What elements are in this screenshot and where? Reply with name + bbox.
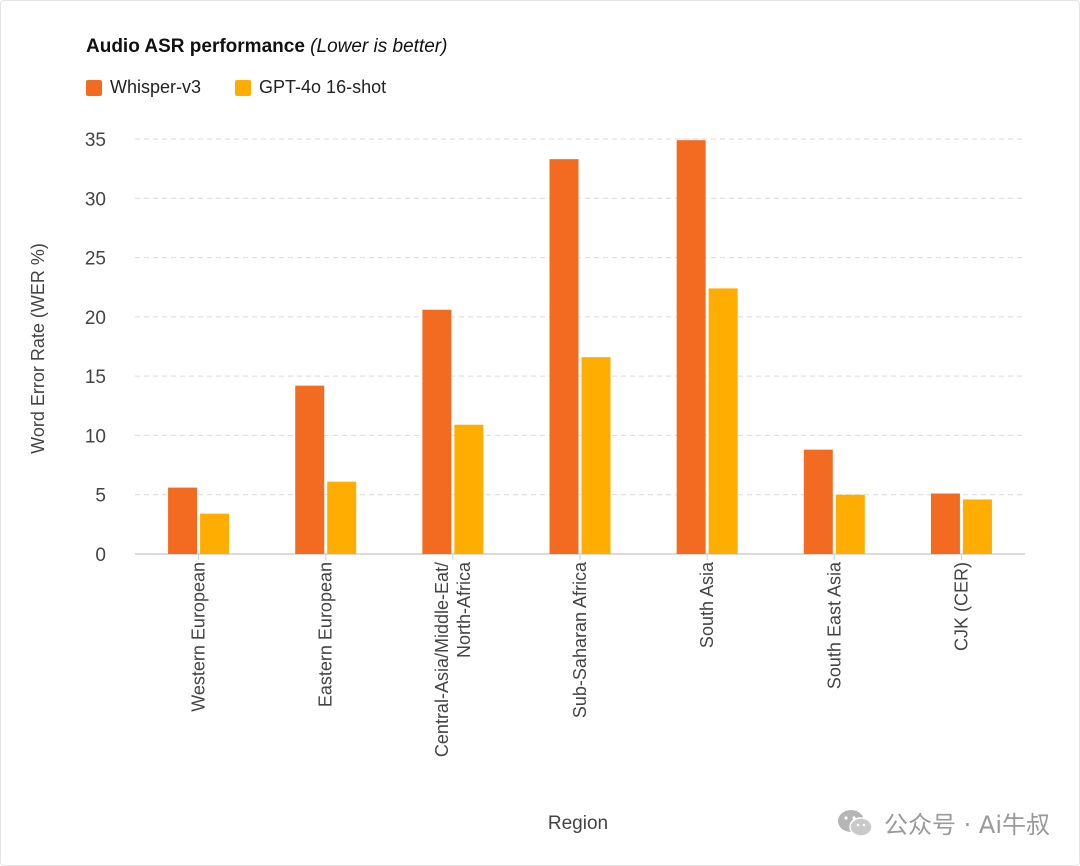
bar-whisper: [803, 449, 833, 554]
y-tick-label: 0: [95, 545, 106, 566]
chart-legend: Whisper-v3 GPT-4o 16-shot: [86, 77, 420, 98]
bar-gpt4o: [581, 357, 611, 554]
bar-whisper: [295, 385, 325, 554]
y-tick-label: 10: [85, 426, 106, 447]
y-tick-label: 30: [85, 189, 106, 210]
y-axis-label: Word Error Rate (WER %): [28, 243, 48, 454]
legend-item-gpt4o: GPT-4o 16-shot: [235, 77, 386, 98]
x-tick-label-line: Eastern European: [316, 562, 336, 707]
watermark-text: 公众号 · Ai牛叔: [884, 811, 1050, 839]
y-tick-label: 25: [85, 249, 106, 270]
y-tick-label: 15: [85, 367, 106, 388]
x-tick-label-line: Western European: [189, 562, 209, 712]
bar-whisper: [549, 159, 579, 554]
y-tick-label: 35: [85, 130, 106, 151]
x-tick-label-line: Central-Asia/Middle-Eat/: [432, 562, 452, 757]
x-tick-label-line: North-Africa: [454, 561, 474, 658]
x-tick-label-line: South Asia: [697, 561, 717, 648]
x-tick-label: Central-Asia/Middle-Eat/North-Africa: [432, 561, 474, 757]
chart-title-main: Audio ASR performance: [86, 36, 305, 57]
wechat-icon: [838, 809, 873, 837]
x-tick-label: Western European: [189, 562, 209, 712]
x-tick-label: South Asia: [697, 561, 717, 648]
chart-title-subtitle: (Lower is better): [310, 36, 448, 57]
legend-label-whisper: Whisper-v3: [110, 77, 202, 97]
x-tick-label-line: CJK (CER): [951, 562, 971, 651]
bar-whisper: [676, 140, 706, 554]
chart-title: Audio ASR performance (Lower is better): [86, 36, 447, 58]
bar-whisper: [930, 493, 960, 554]
x-tick-label: CJK (CER): [951, 562, 971, 651]
legend-swatch-whisper: [86, 79, 102, 96]
y-tick-label: 5: [95, 486, 106, 507]
watermark: 公众号 · Ai牛叔: [836, 805, 1050, 840]
bar-gpt4o: [327, 481, 357, 554]
bar-gpt4o: [454, 424, 484, 554]
bar-gpt4o: [835, 494, 865, 554]
bar-whisper: [168, 487, 198, 554]
legend-swatch-gpt4o: [235, 79, 252, 96]
legend-label-gpt4o: GPT-4o 16-shot: [259, 77, 387, 97]
x-tick-label: South East Asia: [824, 561, 844, 689]
bar-gpt4o: [962, 499, 992, 554]
legend-item-whisper: Whisper-v3: [86, 77, 201, 98]
bar-gpt4o: [708, 288, 738, 554]
y-tick-label: 20: [85, 308, 106, 329]
x-tick-label: Sub-Saharan Africa: [570, 561, 590, 718]
x-tick-label-line: Sub-Saharan Africa: [570, 561, 590, 718]
bar-whisper: [422, 309, 452, 554]
x-tick-label: Eastern European: [316, 562, 336, 707]
x-axis-label: Region: [548, 813, 608, 834]
bar-gpt4o: [200, 513, 230, 554]
x-tick-label-line: South East Asia: [824, 561, 844, 689]
